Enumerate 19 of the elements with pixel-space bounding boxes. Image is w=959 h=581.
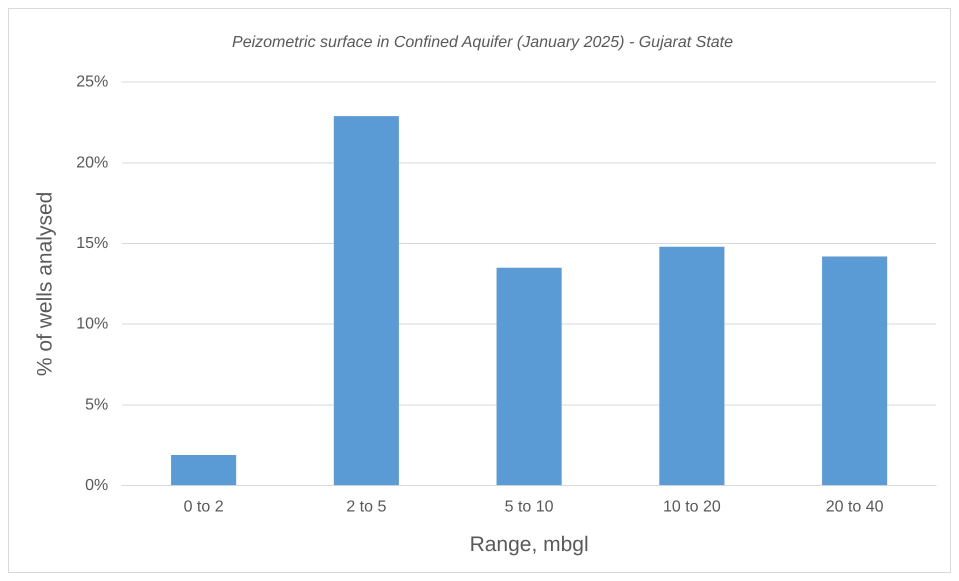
x-tick-label: 10 to 20 [662, 498, 721, 516]
y-tick-label: 0% [85, 477, 108, 494]
y-tick-label: 20% [76, 154, 108, 172]
x-tick-label: 2 to 5 [346, 498, 386, 516]
x-tick-label: 20 to 40 [826, 498, 884, 516]
y-tick-label: 15% [76, 234, 108, 252]
bar [334, 116, 399, 486]
bar [171, 454, 236, 486]
x-tick-label: 5 to 10 [504, 498, 554, 516]
y-tick-label: 10% [76, 316, 108, 333]
bar [496, 268, 562, 486]
y-tick-label: 25% [76, 74, 108, 91]
bar [822, 256, 888, 486]
y-axis-title: % of wells analysed [33, 192, 56, 376]
x-tick-label: 0 to 2 [184, 498, 224, 516]
chart-title: Peizometric surface in Confined Aquifer (January 2025) - Gujarat State [232, 34, 734, 52]
y-tick-label: 5% [85, 396, 108, 414]
bar [659, 246, 724, 486]
x-axis-title: Range, mbgl [470, 533, 589, 556]
